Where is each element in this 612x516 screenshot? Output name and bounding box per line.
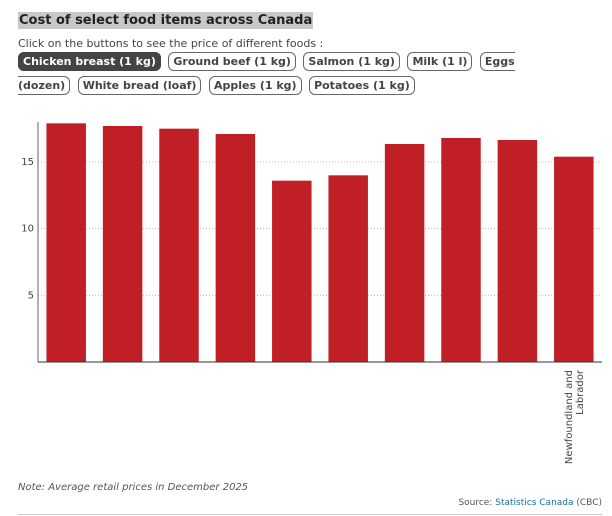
bar (441, 138, 481, 362)
title: Cost of select food items across Canada (18, 12, 314, 29)
food-button[interactable]: White bread (loaf) (77, 76, 202, 95)
food-button[interactable]: Salmon (1 kg) (303, 52, 400, 71)
source-suffix: (CBC) (576, 498, 602, 508)
food-button[interactable]: Eggs (dozen) (18, 52, 515, 95)
note: Note: Average retail prices in December … (18, 482, 249, 493)
food-button[interactable]: Apples (1 kg) (208, 76, 302, 95)
bar (554, 156, 594, 362)
divider (18, 514, 602, 515)
chart: 5 10 15 Newfoundland andLabrador (21, 122, 602, 464)
bar (102, 126, 143, 362)
y-tick-label: 5 (28, 290, 34, 301)
bar (497, 140, 538, 362)
source-prefix: Source: (458, 498, 493, 508)
source: Source: Statistics Canada (CBC) (458, 498, 602, 508)
bar (159, 128, 199, 362)
y-tick-label: 15 (21, 157, 34, 168)
x-tick-label: Newfoundland andLabrador (564, 369, 586, 464)
instructions: Click on the buttons to see the price of… (18, 37, 324, 50)
source-link[interactable]: Statistics Canada (495, 498, 574, 508)
bar (328, 175, 368, 362)
food-button[interactable]: Potatoes (1 kg) (309, 76, 415, 95)
button-group: Chicken breast (1 kg) Ground beef (1 kg)… (18, 50, 573, 98)
bar (215, 134, 256, 362)
food-button[interactable]: Milk (1 l) (407, 52, 473, 71)
food-button[interactable]: Chicken breast (1 kg) (18, 52, 161, 71)
bar (46, 123, 86, 362)
food-button[interactable]: Ground beef (1 kg) (168, 52, 296, 71)
y-tick-label: 10 (21, 224, 34, 235)
bar (272, 180, 312, 362)
bar (384, 144, 425, 362)
